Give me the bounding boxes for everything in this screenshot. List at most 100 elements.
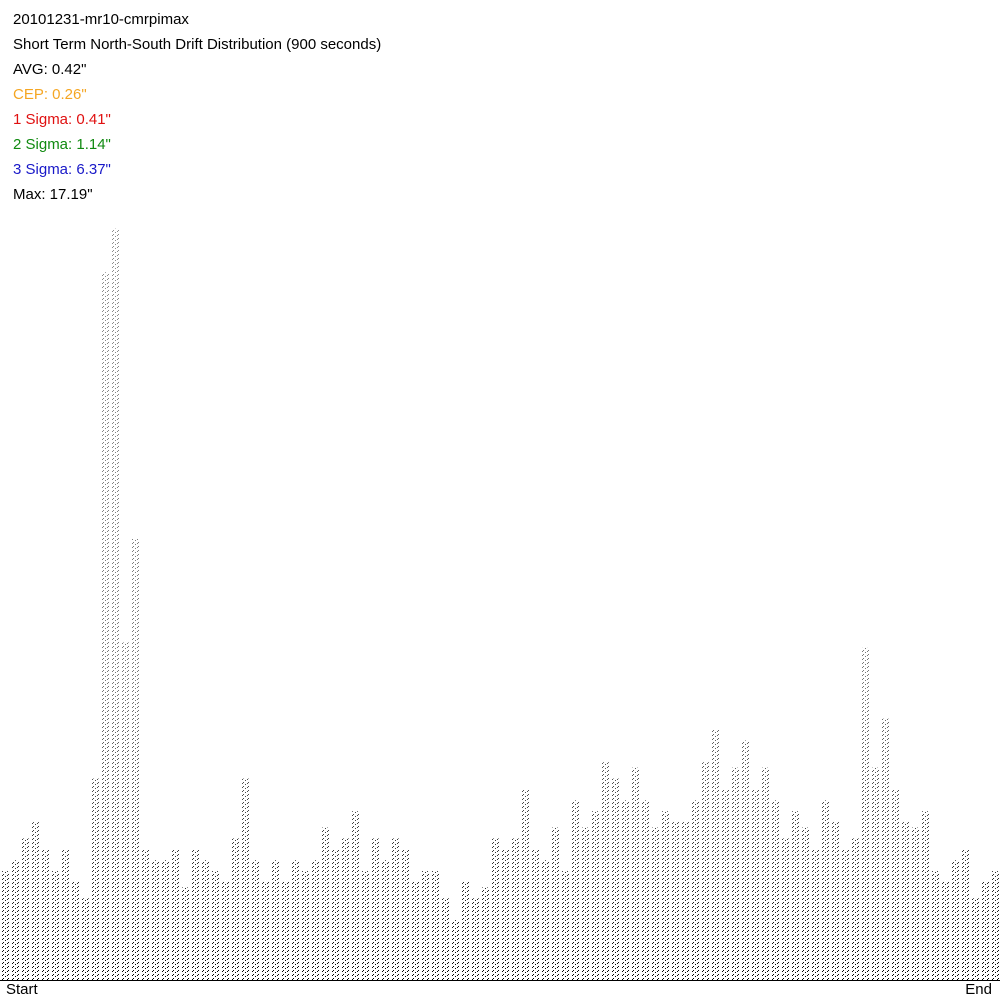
stat-label: 3 Sigma: 6.37" bbox=[13, 161, 111, 178]
dot-column bbox=[971, 898, 979, 980]
dot-column bbox=[221, 882, 229, 980]
dot-column bbox=[521, 789, 529, 980]
dot-column bbox=[531, 849, 539, 980]
dot-column bbox=[941, 882, 949, 980]
dot-column bbox=[211, 871, 219, 980]
dot-column bbox=[121, 642, 129, 980]
dot-column bbox=[71, 882, 79, 980]
dot-column bbox=[101, 272, 109, 980]
dot-column bbox=[201, 860, 209, 980]
dot-column bbox=[861, 647, 869, 980]
dot-column bbox=[1, 871, 9, 980]
dot-column bbox=[931, 871, 939, 980]
chart-subtitle: Short Term North-South Drift Distributio… bbox=[13, 36, 381, 53]
dot-column bbox=[321, 827, 329, 980]
dot-column bbox=[911, 827, 919, 980]
dot-column bbox=[991, 871, 999, 980]
dot-column bbox=[61, 849, 69, 980]
dot-column bbox=[541, 860, 549, 980]
dot-column bbox=[751, 789, 759, 980]
dot-column bbox=[571, 800, 579, 980]
dot-column bbox=[681, 822, 689, 980]
dot-column bbox=[31, 822, 39, 980]
dot-column bbox=[301, 871, 309, 980]
dot-column bbox=[181, 887, 189, 980]
dot-column bbox=[131, 539, 139, 980]
stat-label: CEP: 0.26" bbox=[13, 86, 87, 103]
dot-column bbox=[421, 871, 429, 980]
dot-column bbox=[341, 838, 349, 980]
dot-column bbox=[191, 849, 199, 980]
dot-column bbox=[511, 838, 519, 980]
dot-column bbox=[951, 860, 959, 980]
dot-column bbox=[711, 729, 719, 980]
dot-column bbox=[801, 827, 809, 980]
dot-column bbox=[641, 800, 649, 980]
dot-column bbox=[111, 228, 119, 980]
dot-column bbox=[621, 800, 629, 980]
dot-column bbox=[391, 838, 399, 980]
dot-column bbox=[491, 838, 499, 980]
dot-column bbox=[881, 718, 889, 980]
dot-column bbox=[481, 887, 489, 980]
dot-column bbox=[591, 811, 599, 980]
dot-column bbox=[721, 789, 729, 980]
dot-column bbox=[631, 767, 639, 980]
dot-column bbox=[51, 871, 59, 980]
chart-title: 20101231-mr10-cmrpimax bbox=[13, 11, 189, 28]
dot-column bbox=[461, 882, 469, 980]
dot-column bbox=[701, 762, 709, 980]
dot-column bbox=[291, 860, 299, 980]
dot-column bbox=[41, 849, 49, 980]
dot-column bbox=[671, 822, 679, 980]
stat-label: AVG: 0.42" bbox=[13, 61, 86, 78]
dot-column bbox=[241, 778, 249, 980]
stat-label: Max: 17.19" bbox=[13, 186, 93, 203]
dot-column bbox=[901, 822, 909, 980]
dot-column bbox=[561, 871, 569, 980]
dot-column bbox=[691, 800, 699, 980]
dot-column bbox=[261, 882, 269, 980]
dot-column bbox=[791, 811, 799, 980]
dot-column bbox=[581, 827, 589, 980]
dot-column bbox=[651, 827, 659, 980]
dot-column bbox=[551, 827, 559, 980]
dot-column bbox=[871, 767, 879, 980]
dot-column bbox=[731, 767, 739, 980]
dot-column bbox=[841, 849, 849, 980]
dot-column bbox=[361, 871, 369, 980]
dot-column bbox=[311, 860, 319, 980]
dot-column bbox=[501, 849, 509, 980]
dot-column bbox=[171, 849, 179, 980]
x-label-start: Start bbox=[6, 981, 39, 998]
dot-column bbox=[351, 811, 359, 980]
dot-column bbox=[961, 849, 969, 980]
dot-column bbox=[381, 860, 389, 980]
dot-column bbox=[21, 838, 29, 980]
dot-column bbox=[611, 778, 619, 980]
dot-column bbox=[661, 811, 669, 980]
dot-column bbox=[371, 838, 379, 980]
dot-column bbox=[471, 898, 479, 980]
dot-column bbox=[831, 822, 839, 980]
dot-column bbox=[161, 860, 169, 980]
dot-column bbox=[811, 849, 819, 980]
dot-columns bbox=[1, 228, 999, 980]
dot-column bbox=[81, 898, 89, 980]
dot-column bbox=[761, 767, 769, 980]
dot-column bbox=[151, 860, 159, 980]
dot-column bbox=[251, 860, 259, 980]
dot-column bbox=[91, 778, 99, 980]
dot-column bbox=[331, 849, 339, 980]
dot-column bbox=[981, 882, 989, 980]
dot-column bbox=[401, 849, 409, 980]
dot-column bbox=[431, 871, 439, 980]
dot-column bbox=[11, 860, 19, 980]
dot-column bbox=[271, 860, 279, 980]
dot-column bbox=[921, 811, 929, 980]
dot-column bbox=[781, 838, 789, 980]
stat-label: 1 Sigma: 0.41" bbox=[13, 111, 111, 128]
dot-column bbox=[411, 882, 419, 980]
